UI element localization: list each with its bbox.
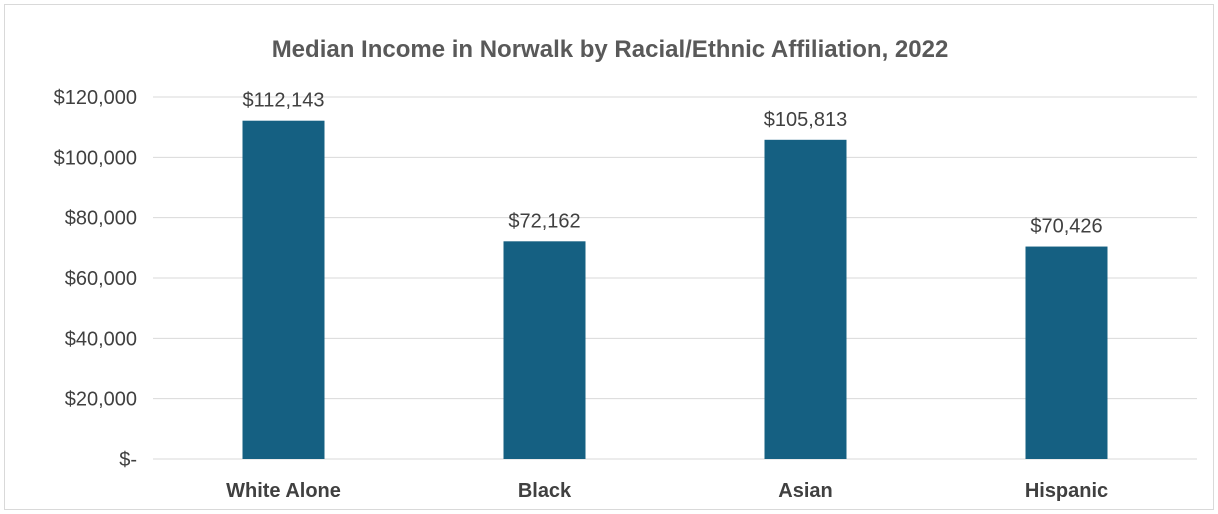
data-label: $70,426: [1030, 216, 1102, 238]
bar: [242, 120, 325, 459]
category-label: Asian: [778, 480, 832, 502]
y-tick-label: $120,000: [54, 87, 137, 109]
data-label: $72,162: [508, 210, 580, 232]
y-axis-tick-labels: $- $20,000 $40,000 $60,000 $80,000 $100,000 $1…: [54, 87, 137, 471]
bars: [242, 120, 1108, 459]
y-tick-label: $20,000: [65, 389, 137, 411]
bar: [1025, 246, 1108, 459]
x-axis-category-labels: White Alone Black Asian Hispanic: [226, 480, 1108, 502]
y-tick-label: $-: [119, 449, 137, 471]
category-label: White Alone: [226, 480, 341, 502]
data-labels: $112,143 $72,162 $105,813 $70,426: [243, 90, 1103, 238]
y-tick-label: $60,000: [65, 268, 137, 290]
gridlines: [153, 96, 1197, 460]
bar: [503, 241, 586, 459]
y-tick-label: $40,000: [65, 328, 137, 350]
y-tick-label: $100,000: [54, 147, 137, 169]
y-tick-label: $80,000: [65, 208, 137, 230]
data-label: $112,143: [243, 90, 325, 112]
data-label: $105,813: [764, 109, 847, 131]
category-label: Hispanic: [1025, 480, 1108, 502]
chart-container: Median Income in Norwalk by Racial/Ethni…: [4, 4, 1214, 510]
bar: [764, 139, 847, 459]
chart-title: Median Income in Norwalk by Racial/Ethni…: [272, 36, 949, 63]
category-label: Black: [518, 480, 572, 502]
bar-chart: Median Income in Norwalk by Racial/Ethni…: [54, 36, 1197, 502]
